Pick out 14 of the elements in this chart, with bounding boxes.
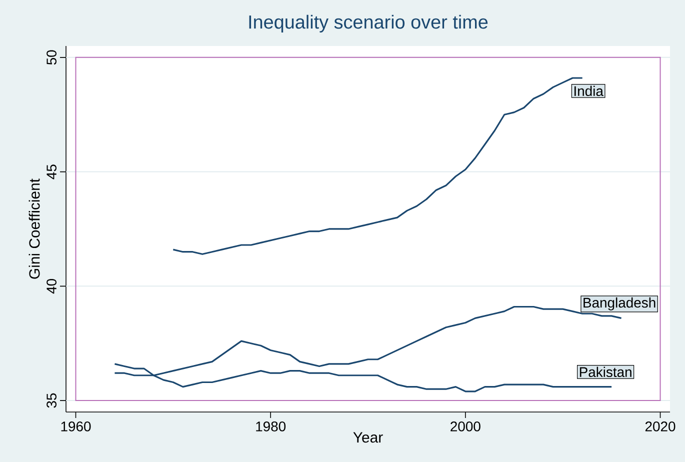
x-tick-label: 2000 [450, 421, 480, 432]
y-tick-label: 40 [46, 278, 56, 294]
x-tick-label: 1960 [61, 421, 91, 432]
series-label: India [574, 86, 604, 96]
y-tick-label: 45 [46, 164, 56, 180]
y-tick-label: 50 [46, 50, 56, 65]
chart-title: Inequality scenario over time [249, 14, 488, 32]
x-axis-title: Year [353, 432, 383, 443]
series-label: Pakistan [580, 366, 632, 378]
y-tick-label: 35 [46, 393, 56, 408]
series-label: Bangladesh [584, 297, 656, 310]
x-tick-label: 1980 [256, 421, 286, 432]
x-tick-label: 2020 [645, 421, 676, 432]
y-axis-title: Gini Coefficient [28, 178, 40, 279]
